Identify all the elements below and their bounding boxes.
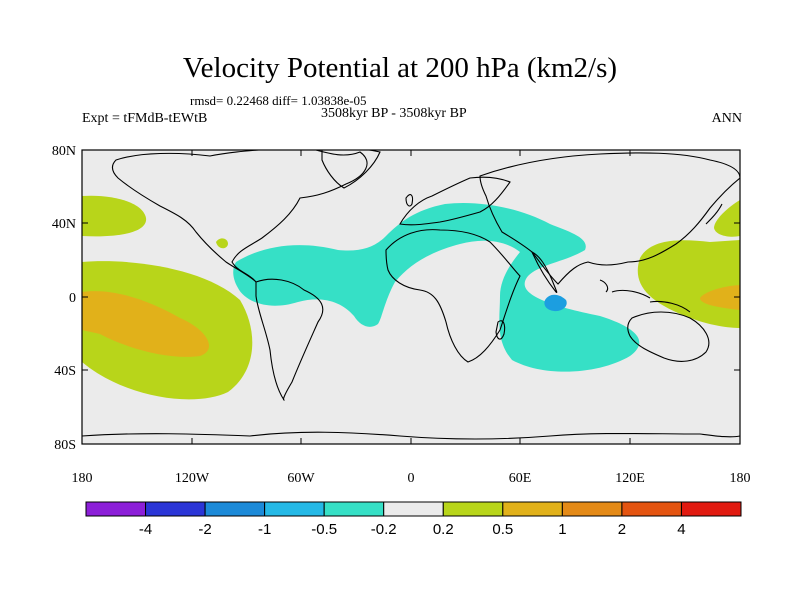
colorbar-label: -1	[258, 521, 271, 538]
colorbar	[85, 501, 742, 517]
lon-label: 120W	[175, 471, 210, 486]
colorbar-swatch	[85, 501, 147, 517]
colorbar-label: 4	[677, 521, 685, 538]
lon-label: 120E	[615, 471, 645, 486]
colorbar-label: 0.2	[433, 521, 454, 538]
colorbar-label: -0.2	[371, 521, 397, 538]
positive-region-north-pacific	[82, 195, 147, 237]
experiment-label: Expt = tFMdB-tEWtB	[82, 111, 208, 126]
colorbar-swatch	[323, 501, 385, 517]
lon-label: 60E	[509, 471, 532, 486]
lat-label: 40S	[54, 364, 76, 379]
colorbar-labels: -4 -2 -1 -0.5 -0.2 0.2 0.5 1 2 4	[139, 521, 686, 538]
colorbar-swatch	[680, 501, 742, 517]
axis-labels: 80N 40N 0 40S 80S 180 120W 60W 0 60E 120E 180	[52, 144, 751, 486]
negative-core-indian-ocean	[544, 294, 567, 312]
colorbar-swatch	[442, 501, 504, 517]
lon-label: 180	[72, 471, 93, 486]
season-label: ANN	[711, 111, 742, 126]
period-label: 3508kyr BP - 3508kyr BP	[321, 106, 467, 121]
colorbar-label: -0.5	[311, 521, 337, 538]
colorbar-label: -2	[198, 521, 211, 538]
lat-label: 80N	[52, 144, 76, 159]
colorbar-label: 2	[618, 521, 626, 538]
lon-label: 0	[408, 471, 415, 486]
lon-label: 60W	[287, 471, 315, 486]
axis-ticks	[81, 149, 741, 445]
colorbar-swatch	[204, 501, 266, 517]
positive-core-east-pacific	[82, 291, 210, 357]
colorbar-label: 0.5	[492, 521, 513, 538]
colorbar-swatch	[561, 501, 623, 517]
colorbar-label: 1	[558, 521, 566, 538]
positive-region-mexico	[216, 238, 228, 249]
lat-label: 40N	[52, 217, 76, 232]
colorbar-swatch	[145, 501, 206, 517]
lat-label: 0	[69, 291, 76, 306]
colorbar-swatch	[621, 501, 682, 517]
colorbar-swatch	[264, 501, 325, 517]
lon-label: 180	[730, 471, 751, 486]
positive-region-northwest-pacific	[714, 200, 740, 237]
plot-title: Velocity Potential at 200 hPa (km2/s)	[182, 52, 618, 84]
negative-region-band	[233, 202, 640, 372]
coastlines	[82, 150, 740, 440]
lat-label: 80S	[54, 438, 76, 453]
positive-core-west-pacific	[700, 285, 740, 310]
colorbar-swatch	[502, 501, 563, 517]
colorbar-swatch	[383, 501, 444, 517]
contour-fills	[82, 150, 740, 440]
colorbar-label: -4	[139, 521, 152, 538]
statistics-line: rmsd= 0.22468 diff= 1.03838e-05	[190, 93, 367, 108]
